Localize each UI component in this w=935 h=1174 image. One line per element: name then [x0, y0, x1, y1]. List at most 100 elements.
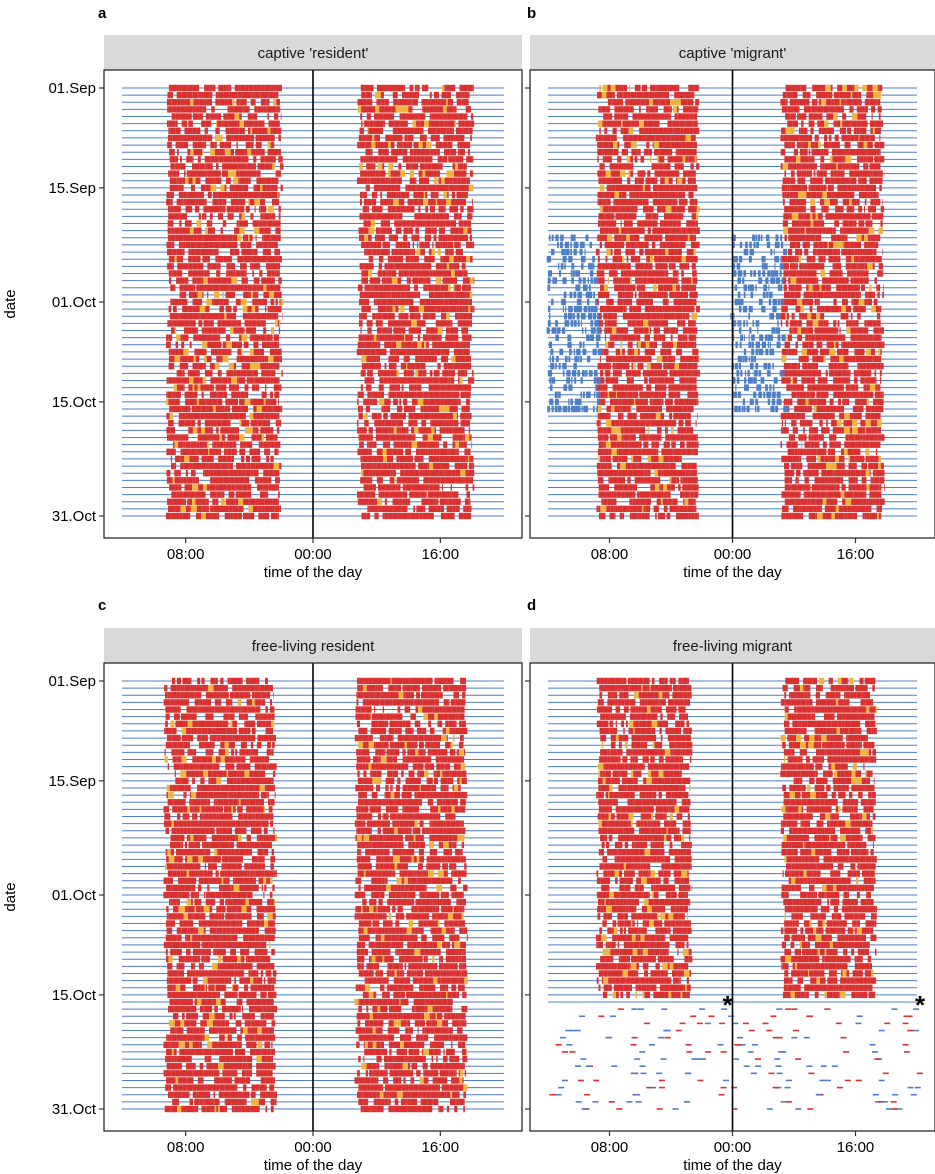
- activity-bout: [659, 113, 662, 120]
- activity-bout: [386, 184, 392, 192]
- activity-bout: [273, 384, 280, 391]
- activity-bout: [431, 248, 436, 256]
- activity-bout: [172, 134, 179, 142]
- activity-bout: [456, 448, 459, 456]
- activity-bout: [202, 341, 208, 349]
- activity-bout: [807, 263, 809, 270]
- activity-bout: [241, 156, 246, 163]
- activity-bout: [584, 248, 586, 256]
- activity-bout: [278, 156, 283, 163]
- activity-bout: [217, 255, 221, 263]
- activity-bout: [862, 213, 868, 220]
- activity-bout: [464, 234, 468, 242]
- activity-bout: [207, 191, 212, 199]
- activity-bout: [393, 120, 395, 127]
- activity-bout: [445, 184, 449, 192]
- activity-bout: [271, 84, 274, 92]
- activity-bout: [369, 177, 371, 184]
- activity-bout: [417, 291, 421, 299]
- activity-bout: [219, 441, 224, 448]
- activity-bout: [875, 255, 878, 263]
- activity-bout: [807, 270, 812, 277]
- activity-bout: [184, 498, 187, 505]
- activity-bout: [376, 248, 379, 256]
- activity-bout: [392, 498, 394, 505]
- activity-bout: [249, 355, 256, 363]
- activity-bout: [784, 291, 786, 299]
- activity-bout: [175, 234, 180, 242]
- activity-bout: [167, 248, 173, 256]
- activity-bout: [167, 206, 171, 213]
- activity-bout: [202, 434, 207, 441]
- activity-bout: [360, 313, 363, 320]
- activity-bout: [829, 270, 836, 277]
- activity-bout: [817, 248, 821, 256]
- activity-bout: [193, 234, 198, 242]
- activity-bout: [867, 191, 870, 199]
- activity-bout: [183, 120, 188, 127]
- activity-bout: [462, 434, 464, 441]
- activity-bout: [688, 106, 693, 113]
- activity-bout: [370, 177, 377, 184]
- activity-bout: [435, 241, 438, 249]
- activity-bout: [167, 234, 170, 242]
- activity-bout: [168, 127, 171, 135]
- activity-bout: [607, 234, 613, 242]
- activity-bout: [827, 91, 833, 99]
- activity-bout: [634, 184, 640, 192]
- activity-bout: [231, 384, 236, 391]
- activity-bout: [220, 120, 222, 127]
- activity-bout: [445, 420, 450, 427]
- activity-bout: [177, 263, 184, 270]
- activity-bout: [647, 277, 650, 284]
- activity-bout: [228, 505, 231, 513]
- activity-bout: [434, 455, 437, 463]
- activity-bout: [824, 134, 827, 142]
- activity-bout: [183, 291, 187, 299]
- activity-bout: [630, 255, 635, 263]
- activity-bout: [180, 455, 185, 463]
- activity-bout: [232, 398, 239, 406]
- activity-bout: [426, 141, 432, 149]
- activity-bout: [279, 106, 281, 113]
- activity-bout: [192, 484, 199, 491]
- activity-bout: [429, 462, 434, 470]
- activity-bout: [785, 255, 788, 263]
- activity-bout: [677, 220, 681, 227]
- activity-bout: [444, 348, 450, 356]
- activity-bout: [243, 106, 249, 113]
- activity-bout: [442, 241, 448, 249]
- activity-bout: [473, 305, 475, 313]
- activity-bout: [197, 263, 204, 270]
- activity-bout: [248, 177, 251, 184]
- activity-bout: [437, 248, 441, 256]
- activity-bout: [806, 163, 809, 170]
- activity-bout: [374, 512, 379, 520]
- activity-bout: [214, 170, 219, 177]
- activity-bout: [808, 163, 813, 170]
- activity-bout: [209, 448, 214, 456]
- activity-bout: [806, 91, 811, 99]
- activity-bout: [216, 263, 219, 270]
- activity-bout: [415, 448, 421, 456]
- activity-bout: [180, 420, 185, 427]
- activity-bout: [647, 170, 651, 177]
- activity-bout: [468, 298, 473, 306]
- activity-bout: [463, 505, 466, 513]
- activity-bout: [796, 163, 802, 170]
- activity-bout: [429, 427, 432, 434]
- activity-bout: [469, 291, 473, 299]
- activity-bout: [459, 298, 465, 306]
- activity-bout: [864, 198, 867, 206]
- activity-bout: [257, 127, 262, 135]
- activity-bout: [243, 341, 249, 349]
- activity-bout: [466, 491, 470, 498]
- activity-bout: [645, 213, 652, 220]
- activity-bout: [188, 120, 193, 127]
- activity-bout: [783, 248, 787, 256]
- activity-bout: [674, 291, 681, 299]
- activity-bout: [863, 141, 868, 149]
- activity-bout: [166, 120, 169, 127]
- activity-bout: [408, 270, 410, 277]
- activity-bout: [663, 284, 667, 291]
